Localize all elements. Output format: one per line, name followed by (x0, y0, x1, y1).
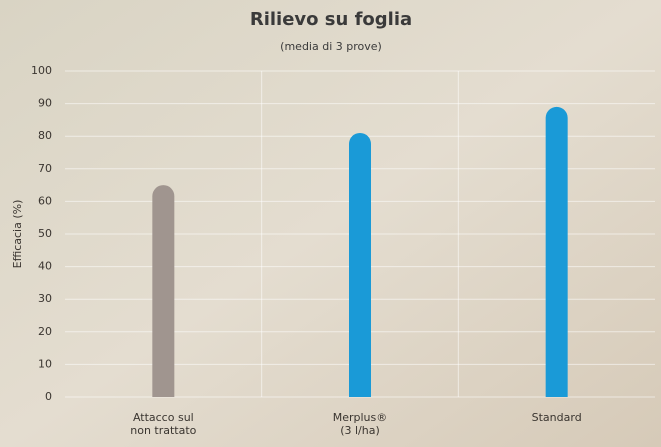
x-tick-label: Merplus® (333, 411, 388, 424)
y-axis-label: Efficacia (%) (11, 200, 24, 269)
y-tick-label: 100 (31, 64, 52, 77)
x-tick-label: Standard (532, 411, 582, 424)
x-tick-label: Attacco sul (133, 411, 194, 424)
bar (349, 133, 371, 397)
chart: Rilievo su foglia (media di 3 prove) Eff… (0, 0, 661, 447)
y-tick-label: 20 (38, 325, 52, 338)
bar (152, 185, 174, 397)
y-tick-label: 60 (38, 194, 52, 207)
y-tick-label: 10 (38, 357, 52, 370)
y-tick-label: 0 (45, 390, 52, 403)
y-tick-label: 50 (38, 227, 52, 240)
x-tick-label: (3 l/ha) (340, 424, 380, 437)
bar (546, 107, 568, 397)
y-tick-label: 40 (38, 260, 52, 273)
y-tick-label: 70 (38, 162, 52, 175)
y-tick-label: 90 (38, 97, 52, 110)
y-tick-label: 30 (38, 292, 52, 305)
chart-title: Rilievo su foglia (250, 9, 412, 30)
x-tick-label: non trattato (130, 424, 196, 437)
y-tick-label: 80 (38, 129, 52, 142)
chart-subtitle: (media di 3 prove) (280, 40, 382, 53)
